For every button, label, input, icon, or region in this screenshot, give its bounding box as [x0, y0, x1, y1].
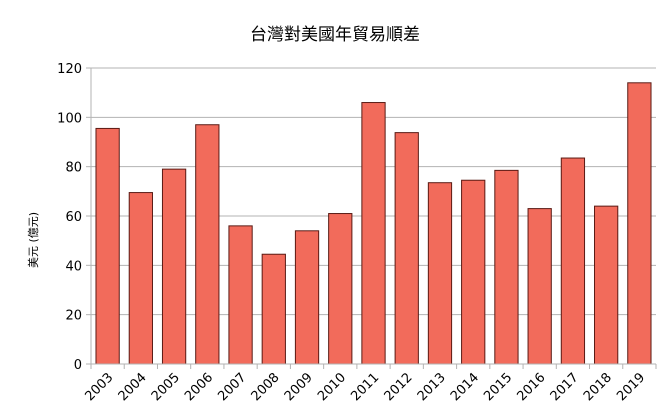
y-tick-label: 20 — [65, 309, 82, 324]
x-tick-label: 2016 — [514, 370, 548, 404]
bar-2019 — [627, 82, 652, 365]
x-tick-label: 2014 — [448, 370, 482, 404]
bar-2011 — [361, 102, 386, 365]
x-tick-label: 2011 — [348, 370, 382, 404]
bar-2018 — [594, 205, 619, 365]
bar-2012 — [394, 132, 419, 365]
y-tick-labels: 0 20 40 60 80 100 120 — [57, 62, 82, 373]
axes — [86, 67, 657, 369]
x-tick-label: 2004 — [116, 370, 150, 404]
x-tick-label: 2018 — [581, 370, 615, 404]
bar-2009 — [294, 230, 320, 365]
y-tick-label: 100 — [57, 111, 82, 126]
y-tick-label: 40 — [65, 259, 82, 274]
bar-2014 — [461, 179, 486, 365]
bar-2017 — [560, 157, 586, 365]
bar-2013 — [427, 182, 453, 365]
y-tick-label: 120 — [57, 62, 82, 77]
bar-2006 — [195, 124, 220, 365]
x-tick-label: 2003 — [82, 370, 116, 404]
x-tick-label: 2007 — [215, 370, 249, 404]
bars — [95, 82, 652, 365]
x-tick-label: 2015 — [481, 370, 515, 404]
x-tick-label: 2010 — [315, 370, 349, 404]
bar-2016 — [527, 208, 552, 365]
bar-2008 — [261, 253, 286, 365]
y-axis-label: 美元 (億元) — [27, 212, 40, 268]
x-tick-label: 2008 — [249, 370, 283, 404]
y-tick-label: 60 — [65, 210, 82, 225]
x-tick-label: 2009 — [282, 370, 316, 404]
y-tick-label: 80 — [65, 161, 82, 176]
bar-2015 — [494, 169, 519, 365]
bar-2007 — [228, 225, 253, 365]
x-tick-label: 2006 — [182, 370, 216, 404]
bar-2010 — [328, 213, 353, 365]
bar-2003 — [95, 127, 120, 365]
y-tick-label: 0 — [74, 358, 82, 373]
x-tick-labels: 2003 2004 2005 2006 2007 2008 2009 2010 2011 2012… — [82, 370, 648, 404]
x-tick-label: 2019 — [614, 370, 648, 404]
x-tick-label: 2017 — [548, 370, 582, 404]
x-tick-label: 2005 — [149, 370, 183, 404]
chart-title: 台灣對美國年貿易順差 — [250, 25, 420, 45]
bar-2005 — [161, 168, 187, 365]
x-tick-label: 2012 — [382, 370, 416, 404]
bar-2004 — [128, 192, 153, 365]
x-tick-label: 2013 — [415, 370, 449, 404]
